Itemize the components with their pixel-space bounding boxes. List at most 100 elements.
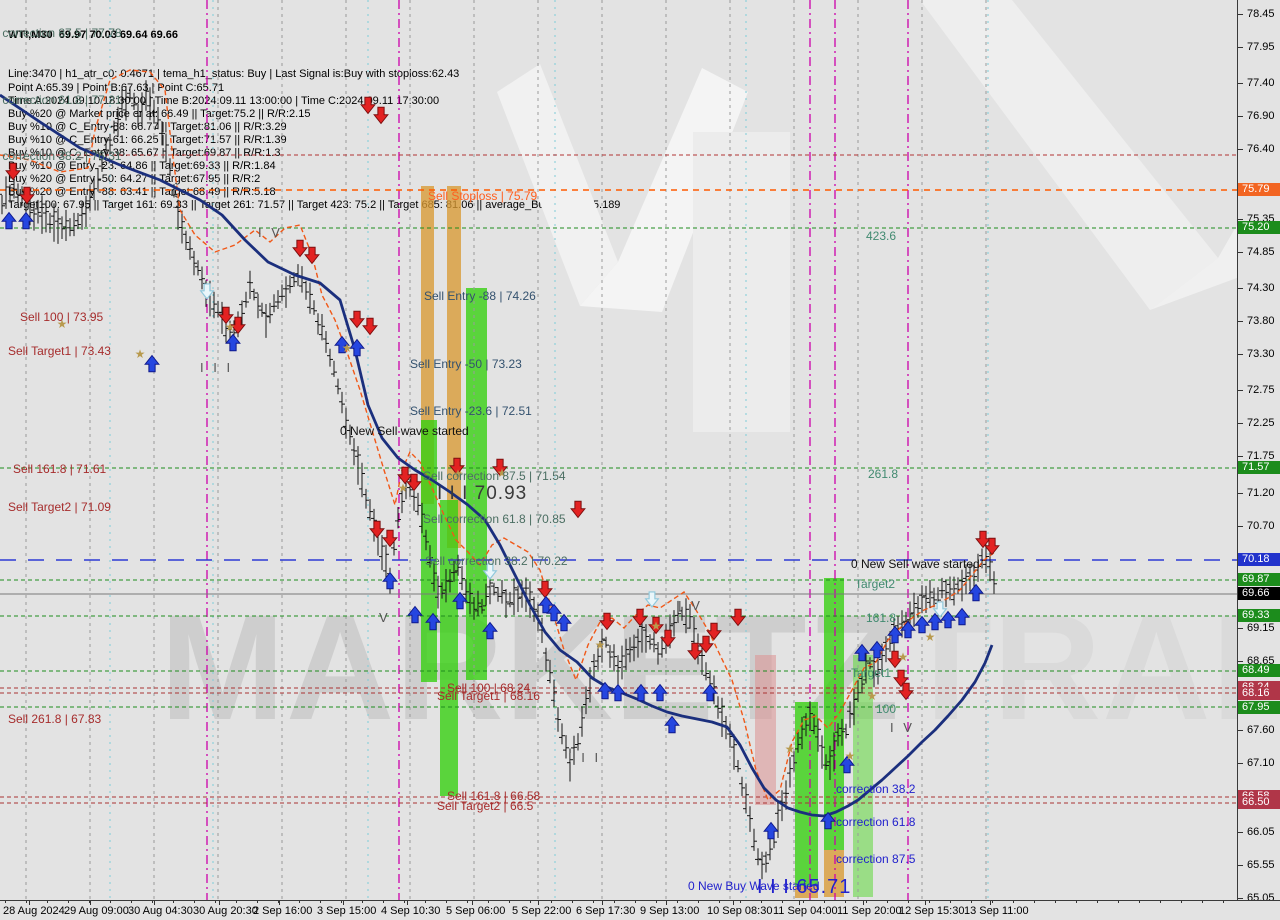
time-minor-tick <box>950 901 951 903</box>
time-minor-tick <box>194 901 195 903</box>
sell-arrow-icon <box>360 96 376 115</box>
signal-info-line: Line:3470 | h1_atr_c0: 0.4671 | tema_h1_… <box>8 68 460 81</box>
price-badge: 69.87 <box>1238 573 1280 586</box>
price-tick: 72.25 <box>1238 417 1275 429</box>
time-minor-tick <box>887 901 888 903</box>
fib-zone-column[interactable] <box>824 578 844 850</box>
time-minor-tick <box>1202 901 1203 903</box>
sell-arrow-icon <box>397 466 413 485</box>
ghost-arrow-icon <box>932 601 948 618</box>
fib-zone-column[interactable] <box>466 288 487 680</box>
price-badge: 69.66 <box>1238 587 1280 600</box>
fib-zone-column[interactable] <box>421 420 437 682</box>
fib-zone-column[interactable] <box>795 702 818 886</box>
time-tick <box>925 901 926 905</box>
time-minor-tick <box>614 901 615 903</box>
buy-arrow-icon <box>633 683 649 702</box>
watermark-logo-shape <box>693 132 790 432</box>
buy-arrow-icon <box>1 211 17 230</box>
fib-zone-column[interactable] <box>447 186 461 548</box>
price-badge: 66.50 <box>1238 796 1280 809</box>
sell-arrow-icon <box>887 650 903 669</box>
buy-arrow-icon <box>18 211 34 230</box>
time-axis[interactable]: 28 Aug 2024 29 Aug 09:00 30 Aug 04:30 30 Au… <box>0 900 1280 920</box>
time-minor-tick <box>215 901 216 903</box>
sell-arrow-icon <box>369 520 385 539</box>
sell-arrow-icon <box>349 310 365 329</box>
time-minor-tick <box>929 901 930 903</box>
price-tick: 74.30 <box>1238 282 1275 294</box>
time-minor-tick <box>404 901 405 903</box>
fib-zone-column[interactable] <box>824 850 844 897</box>
time-tick <box>990 901 991 905</box>
price-badge: 68.16 <box>1238 687 1280 700</box>
sell-arrow-icon <box>698 635 714 654</box>
price-axis[interactable]: 78.45 77.95 77.40 76.90 76.40 75.35 74.85 74.30… <box>1237 0 1280 904</box>
trailing-stop-line <box>0 69 996 802</box>
time-minor-tick <box>782 901 783 903</box>
symbol-quote-line: WTI,M30 69.97 70.03 69.64 69.66 <box>8 29 179 42</box>
time-label: 12 Sep 15:30 <box>899 905 965 917</box>
price-tick: 73.30 <box>1238 348 1275 360</box>
sell-arrow-icon <box>373 106 389 125</box>
price-tick: 72.75 <box>1238 384 1275 396</box>
price-badge: 69.33 <box>1238 609 1280 622</box>
time-minor-tick <box>5 901 6 903</box>
sell-arrow-icon <box>537 580 553 599</box>
time-minor-tick <box>257 901 258 903</box>
star-marker-icon: ★ <box>845 749 856 763</box>
star-marker-icon: ★ <box>925 630 936 644</box>
sell-arrow-icon <box>230 316 246 335</box>
sell-arrow-icon <box>599 612 615 631</box>
time-label: 9 Sep 13:00 <box>640 905 700 917</box>
time-minor-tick <box>1139 901 1140 903</box>
time-label: 5 Sep 22:00 <box>512 905 572 917</box>
time-label: 3 Sep 15:00 <box>317 905 377 917</box>
ghost-arrow-icon <box>482 563 498 580</box>
time-minor-tick <box>47 901 48 903</box>
sell-arrow-icon <box>5 162 21 181</box>
buy-arrow-icon <box>334 335 350 354</box>
time-minor-tick <box>320 901 321 903</box>
time-minor-tick <box>1076 901 1077 903</box>
time-tick <box>343 901 344 905</box>
star-marker-icon: ★ <box>785 742 796 756</box>
star-marker-icon: ★ <box>651 619 662 633</box>
time-minor-tick <box>803 901 804 903</box>
time-minor-tick <box>467 901 468 903</box>
signal-info-line: Buy %10 @ Entry -23: 64.86 || Target:69.… <box>8 160 276 173</box>
price-tick: 74.85 <box>1238 246 1275 258</box>
time-minor-tick <box>971 901 972 903</box>
sell-arrow-icon <box>632 608 648 627</box>
time-minor-tick <box>1160 901 1161 903</box>
sell-arrow-icon <box>648 616 664 635</box>
sell-arrow-icon <box>975 530 991 549</box>
buy-arrow-icon <box>869 640 885 659</box>
time-minor-tick <box>110 901 111 903</box>
time-minor-tick <box>509 901 510 903</box>
buy-arrow-icon <box>382 571 398 590</box>
time-minor-tick <box>677 901 678 903</box>
signal-info-line: Target100: 67.95 || Target 161: 69.33 ||… <box>8 199 621 212</box>
time-label: 6 Sep 17:30 <box>576 905 636 917</box>
time-label: 13 Sep 11:00 <box>964 905 1029 917</box>
fib-zone-column[interactable] <box>755 655 776 805</box>
time-minor-tick <box>26 901 27 903</box>
time-tick <box>90 901 91 905</box>
sell-arrow-icon <box>406 473 422 492</box>
buy-arrow-icon <box>914 615 930 634</box>
fib-zone-column[interactable] <box>440 500 458 796</box>
time-minor-tick <box>131 901 132 903</box>
time-minor-tick <box>68 901 69 903</box>
buy-arrow-icon <box>820 811 836 830</box>
star-marker-icon: ★ <box>453 467 464 481</box>
price-tick: 67.10 <box>1238 757 1275 769</box>
price-badge: 68.49 <box>1238 664 1280 677</box>
time-label: 30 Aug 04:30 <box>128 905 193 917</box>
buy-arrow-icon <box>610 683 626 702</box>
fib-zone-column[interactable] <box>795 886 818 898</box>
star-marker-icon: ★ <box>595 638 606 652</box>
star-marker-icon: ★ <box>497 466 508 480</box>
sell-arrow-icon <box>570 500 586 519</box>
